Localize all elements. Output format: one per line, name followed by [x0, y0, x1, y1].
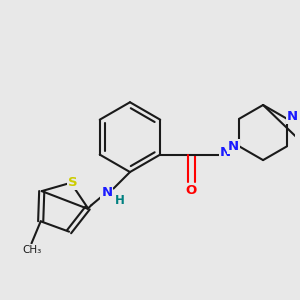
Text: N: N — [101, 186, 112, 199]
Text: N: N — [220, 146, 231, 159]
Text: S: S — [68, 176, 77, 189]
Text: H: H — [115, 194, 125, 207]
Text: N: N — [228, 140, 239, 153]
Text: N: N — [287, 110, 298, 123]
Text: CH₃: CH₃ — [22, 245, 41, 255]
Text: O: O — [186, 184, 197, 197]
